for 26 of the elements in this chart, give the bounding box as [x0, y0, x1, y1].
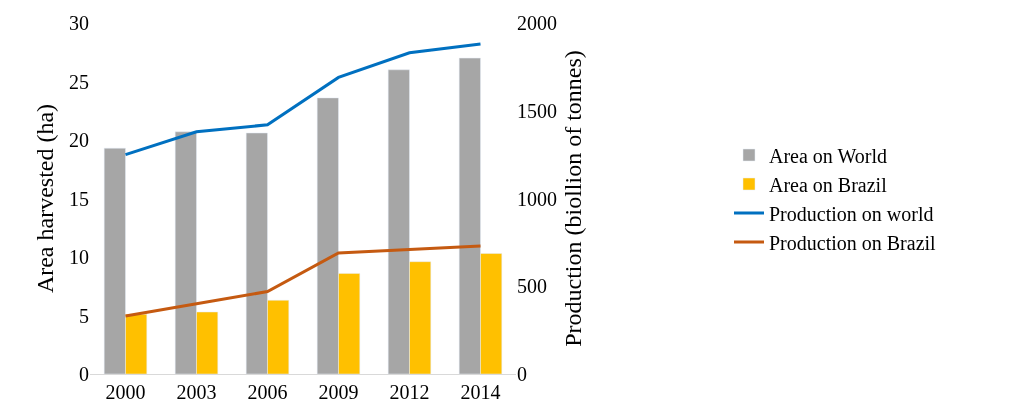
y2-tick-label: 1000: [517, 187, 557, 210]
y-tick-label: 30: [69, 12, 89, 34]
y2-tick-label: 2000: [517, 12, 557, 34]
x-tick-label: 2009: [318, 381, 359, 403]
x-tick-label: 2012: [389, 381, 430, 403]
y-tick-label: 0: [79, 363, 89, 385]
line-series: [124, 42, 482, 157]
x-tick-label: 2003: [176, 381, 217, 403]
y-axis-title: Area harvested (ha): [32, 103, 59, 294]
legend-label: Area on Brazil: [769, 173, 888, 196]
y2-tick-label: 1500: [517, 99, 557, 122]
x-tick-label: 2000: [105, 381, 146, 403]
legend-label: Area on World: [769, 144, 887, 167]
y2-tick-label: 500: [517, 275, 547, 298]
y-tick-label: 5: [79, 304, 89, 327]
y-tick-label: 15: [69, 187, 89, 210]
legend-label: Production on Brazil: [769, 231, 937, 254]
x-tick-label: 2006: [247, 381, 288, 403]
y2-axis-title: Production (biollion of tonnes): [560, 50, 587, 347]
y-tick-label: 20: [69, 129, 89, 151]
y-tick-label: 10: [69, 246, 89, 268]
x-tick-label: 2014: [460, 381, 501, 403]
line-series: [124, 244, 482, 318]
y-tick-label: 25: [69, 70, 89, 93]
y2-tick-label: 0: [517, 363, 527, 385]
legend-label: Production on world: [769, 202, 934, 225]
